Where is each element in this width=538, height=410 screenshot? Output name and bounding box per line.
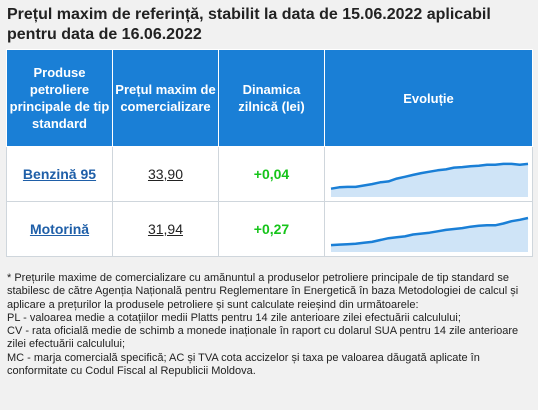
price-value: 33,90 (147, 166, 184, 182)
header-evolution: Evoluție (324, 49, 533, 147)
price-cell: 31,94 (112, 201, 219, 257)
sparkline-line (330, 216, 529, 247)
table-row: Motorină 31,94 +0,27 (6, 201, 533, 257)
sparkline-line (330, 162, 529, 190)
product-cell: Benzină 95 (6, 146, 113, 202)
product-link-motorina[interactable]: Motorină (29, 221, 90, 237)
sparkline-chart (330, 216, 529, 252)
price-cell: 33,90 (112, 146, 219, 202)
change-cell: +0,04 (218, 146, 325, 202)
note-paragraph: PL - valoarea medie a cotațiilor medii P… (7, 311, 461, 324)
sparkline-chart (330, 162, 529, 197)
fuel-price-table: Produse petroliere principale de tip sta… (6, 49, 533, 257)
methodology-note: * Prețurile maxime de comercializare cu … (7, 272, 533, 378)
daily-change-value: +0,04 (253, 166, 290, 182)
header-products: Produse petroliere principale de tip sta… (6, 49, 113, 147)
change-cell: +0,27 (218, 201, 325, 257)
price-value: 31,94 (147, 221, 184, 237)
note-paragraph: CV - rata oficială medie de schimb a mon… (7, 325, 519, 351)
sparkline-area (331, 163, 528, 197)
daily-change-value: +0,27 (253, 221, 290, 237)
page-title: Prețul maxim de referință, stabilit la d… (7, 6, 491, 43)
evolution-cell (324, 201, 533, 257)
product-cell: Motorină (6, 201, 113, 257)
table-header-row: Produse petroliere principale de tip sta… (6, 49, 533, 147)
note-paragraph: * Prețurile maxime de comercializare cu … (7, 272, 519, 311)
table-row: Benzină 95 33,90 +0,04 (6, 146, 533, 202)
evolution-cell (324, 146, 533, 202)
header-daily-change: Dinamica zilnică (lei) (218, 49, 325, 147)
header-max-price: Prețul maxim de comercializare (112, 49, 219, 147)
sparkline-area (331, 218, 528, 252)
product-link-benzina-95[interactable]: Benzină 95 (22, 166, 97, 182)
note-paragraph: MC - marja comercială specifică; AC și T… (7, 351, 480, 378)
